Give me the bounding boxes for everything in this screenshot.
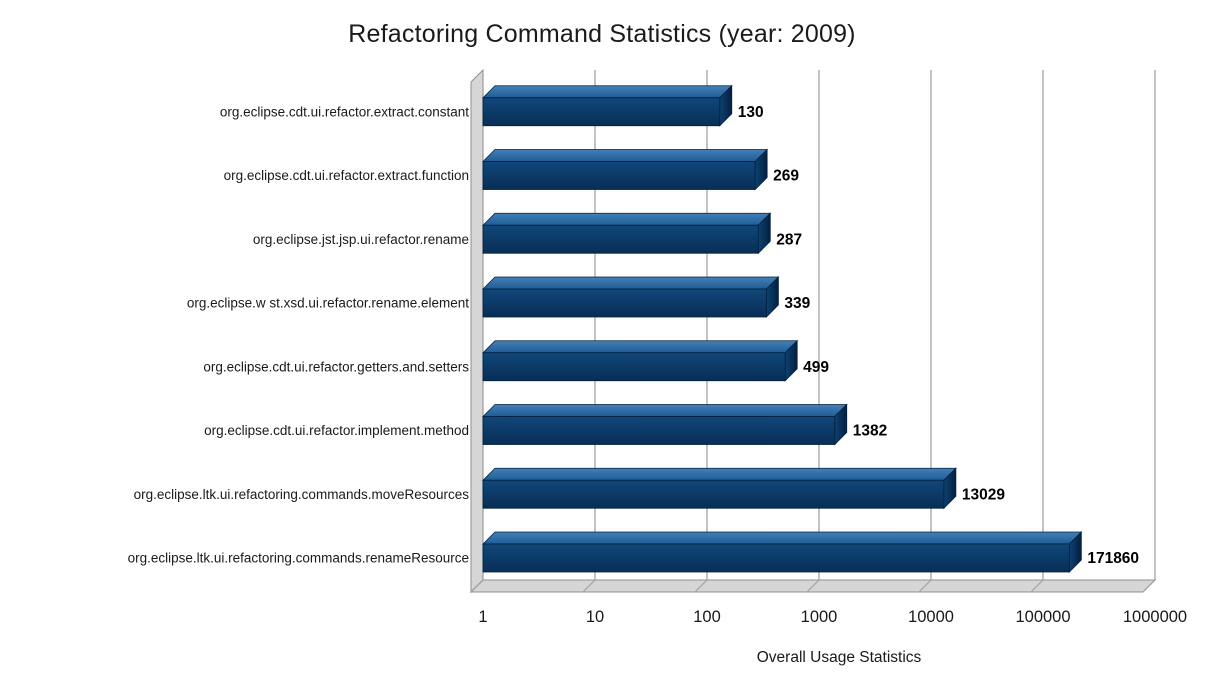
gridline-floor-tick <box>582 579 596 593</box>
category-label: org.eclipse.cdt.ui.refactor.extract.cons… <box>220 104 469 119</box>
bar-top-face <box>482 212 772 226</box>
bar-front-face <box>482 288 767 318</box>
value-label: 339 <box>784 295 810 312</box>
x-tick-label: 1000 <box>801 608 838 626</box>
value-label: 287 <box>776 231 802 248</box>
bar-front-face <box>482 97 721 127</box>
chart-title: Refactoring Command Statistics (year: 20… <box>348 20 856 48</box>
gridline-floor-tick <box>1030 579 1044 593</box>
gridline-floor-tick <box>1142 579 1156 593</box>
value-label: 1382 <box>853 423 887 440</box>
bar-top-face <box>482 404 848 417</box>
x-tick-label: 1000000 <box>1123 608 1187 626</box>
gridline-floor-tick <box>806 579 820 593</box>
bar-top-face <box>482 276 780 290</box>
bar-top-face <box>482 467 957 481</box>
x-tick-label: 1 <box>478 608 487 626</box>
bar-top-face <box>482 85 733 99</box>
bar-front-face <box>482 161 756 190</box>
x-tick-label: 10000 <box>908 608 954 626</box>
gridline-floor-tick <box>918 579 932 593</box>
bar-front-face <box>482 543 1070 573</box>
bar-top-face <box>482 340 799 354</box>
category-label: org.eclipse.cdt.ui.refactor.extract.func… <box>224 168 469 183</box>
bar <box>482 531 1083 573</box>
x-tick-label: 100000 <box>1015 608 1070 626</box>
gridline-floor-tick <box>694 579 708 593</box>
bars-group <box>482 84 1083 573</box>
bar <box>482 212 772 255</box>
bar <box>482 403 848 446</box>
gridline-floor-tick <box>470 579 484 593</box>
category-label: org.eclipse.cdt.ui.refactor.implement.me… <box>204 423 469 438</box>
x-tick-label: 10 <box>586 608 604 626</box>
bar-front-face <box>482 416 836 445</box>
x-axis-title: Overall Usage Statistics <box>757 649 922 666</box>
bar <box>482 467 957 510</box>
value-label: 171860 <box>1087 550 1139 567</box>
category-label: org.eclipse.w st.xsd.ui.refactor.rename.… <box>187 296 469 311</box>
bar-front-face <box>482 352 786 382</box>
bar-top-face <box>482 531 1083 545</box>
bar <box>482 276 780 318</box>
bar <box>482 84 733 127</box>
bar-front-face <box>482 224 759 254</box>
value-label: 13029 <box>962 486 1005 503</box>
plot-side-wall <box>470 68 484 594</box>
value-label: 130 <box>738 104 764 121</box>
bar-top-face <box>482 149 769 162</box>
bar <box>482 148 769 191</box>
category-label: org.eclipse.ltk.ui.refactoring.commands.… <box>128 551 469 566</box>
value-label: 269 <box>773 168 799 185</box>
bar <box>482 339 799 382</box>
x-tick-label: 100 <box>693 608 721 626</box>
bar-front-face <box>482 479 945 509</box>
category-label: org.eclipse.ltk.ui.refactoring.commands.… <box>134 487 470 502</box>
value-label: 499 <box>803 359 829 376</box>
category-label: org.eclipse.jst.jsp.ui.refactor.rename <box>253 232 469 247</box>
category-label: org.eclipse.cdt.ui.refactor.getters.and.… <box>203 359 469 374</box>
